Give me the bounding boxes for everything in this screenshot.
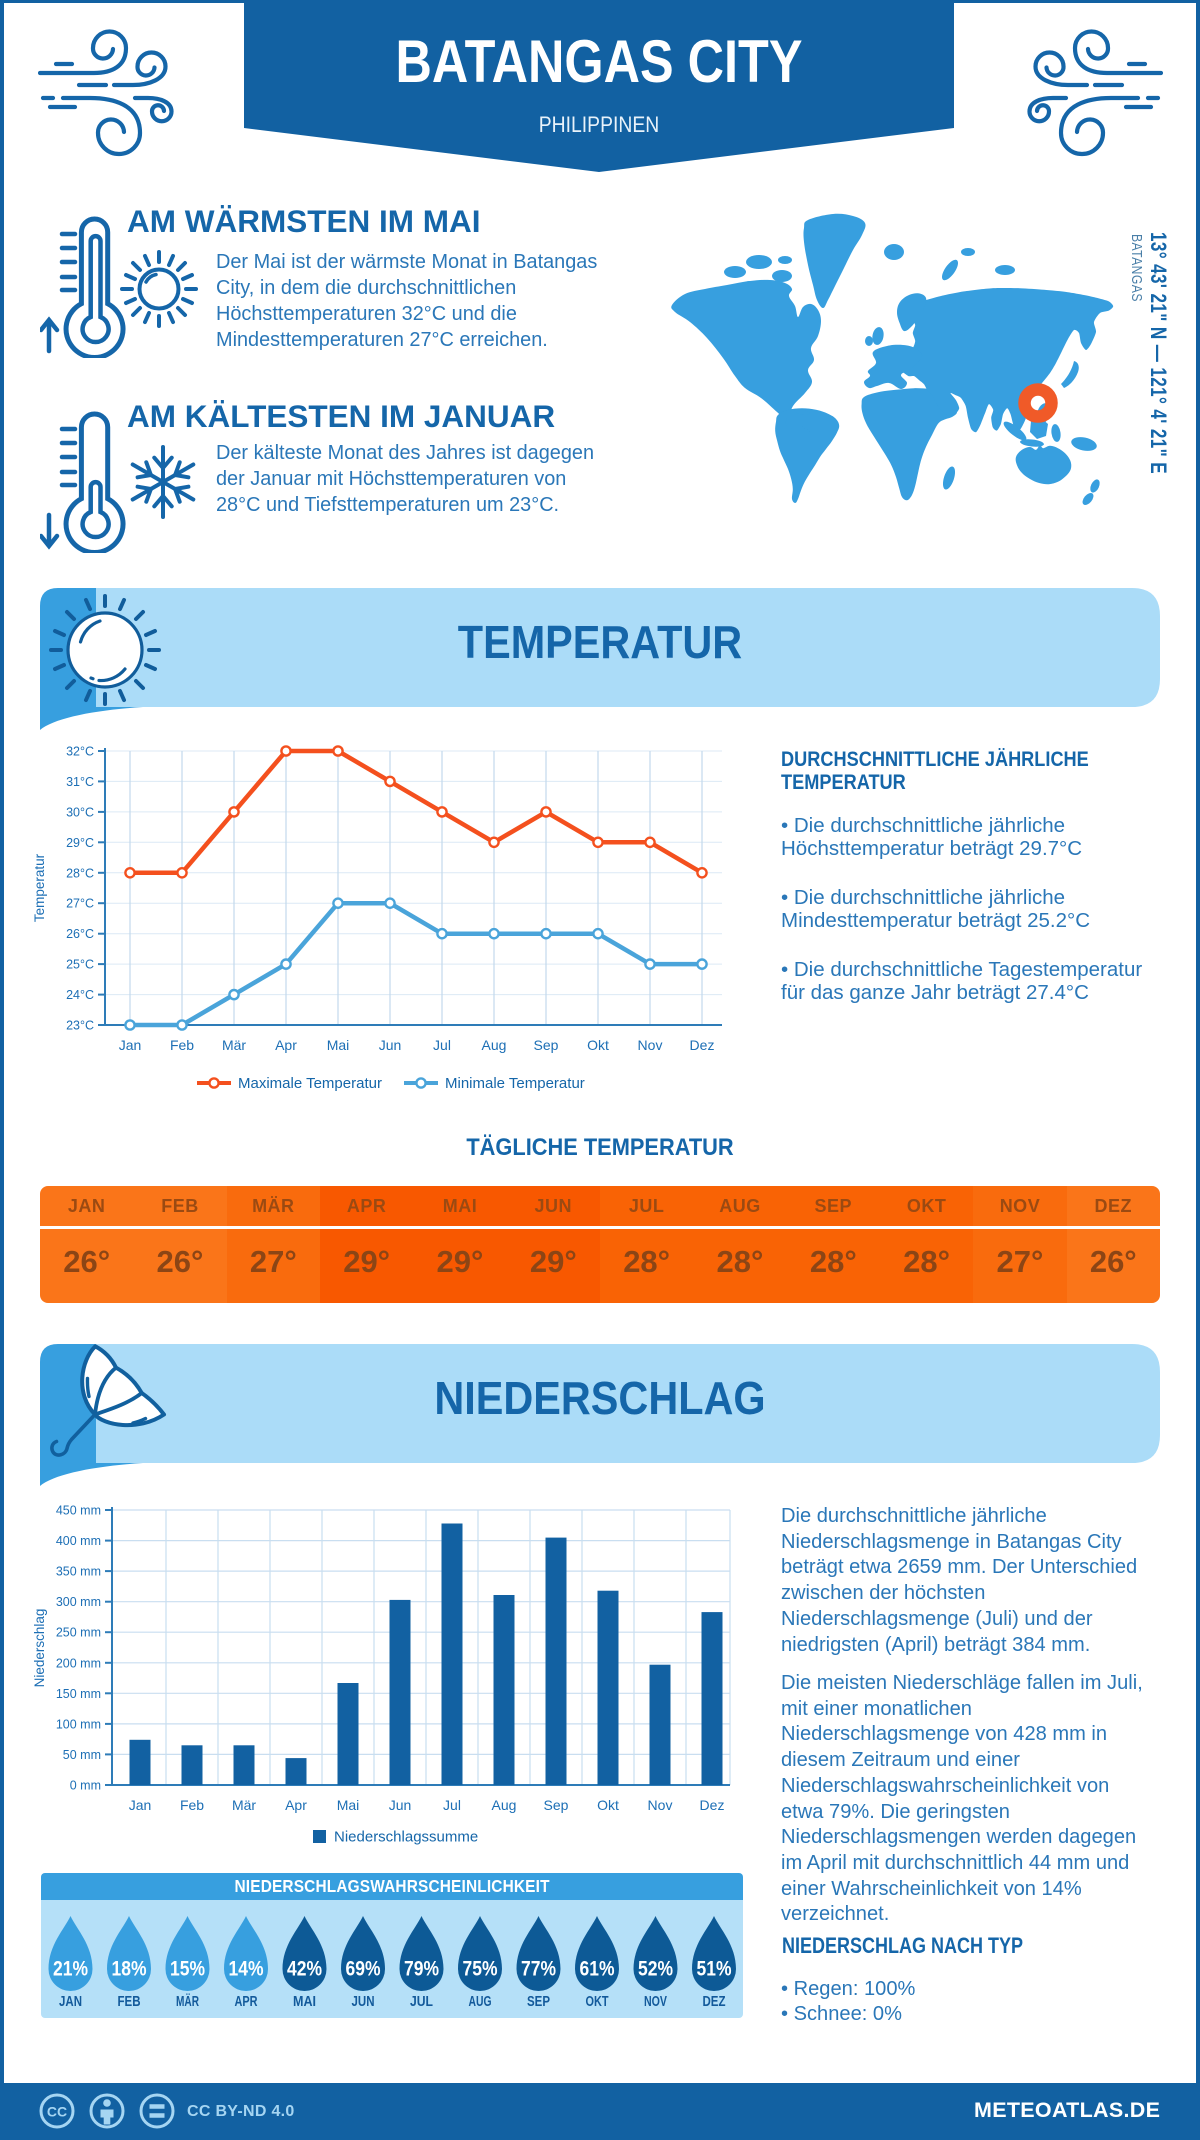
- svg-text:26°C: 26°C: [66, 927, 94, 941]
- svg-text:MAI: MAI: [293, 1994, 316, 2010]
- svg-text:450 mm: 450 mm: [56, 1504, 101, 1518]
- svg-text:Maximale Temperatur: Maximale Temperatur: [238, 1075, 382, 1092]
- svg-text:75%: 75%: [463, 1958, 498, 1981]
- svg-text:23°C: 23°C: [66, 1019, 94, 1033]
- svg-text:42%: 42%: [287, 1958, 322, 1981]
- svg-text:DEZ: DEZ: [703, 1994, 726, 2010]
- svg-text:Dez: Dez: [700, 1797, 725, 1813]
- svg-text:Apr: Apr: [285, 1797, 307, 1813]
- svg-text:OKT: OKT: [586, 1994, 609, 2010]
- svg-text:AUG: AUG: [469, 1994, 492, 2010]
- svg-text:400 mm: 400 mm: [56, 1534, 101, 1548]
- svg-text:Nov: Nov: [638, 1037, 663, 1053]
- svg-text:29°C: 29°C: [66, 836, 94, 850]
- svg-text:Temperatur: Temperatur: [32, 853, 47, 922]
- svg-text:Niederschlagssumme: Niederschlagssumme: [334, 1829, 478, 1846]
- svg-text:21%: 21%: [53, 1958, 88, 1981]
- svg-text:61%: 61%: [580, 1958, 615, 1981]
- svg-text:APR: APR: [235, 1994, 258, 2010]
- svg-text:FEB: FEB: [118, 1994, 141, 2010]
- svg-text:JAN: JAN: [59, 1994, 82, 2010]
- svg-text:52%: 52%: [638, 1958, 673, 1981]
- svg-text:Minimale Temperatur: Minimale Temperatur: [445, 1075, 585, 1092]
- svg-text:Feb: Feb: [180, 1797, 204, 1813]
- svg-text:CC: CC: [47, 2104, 67, 2120]
- svg-text:50 mm: 50 mm: [63, 1748, 101, 1762]
- svg-text:31°C: 31°C: [66, 775, 94, 789]
- svg-text:14%: 14%: [229, 1958, 264, 1981]
- svg-text:Aug: Aug: [492, 1797, 517, 1813]
- svg-text:NOV: NOV: [644, 1994, 667, 2010]
- svg-text:Sep: Sep: [544, 1797, 569, 1813]
- svg-text:79%: 79%: [404, 1958, 439, 1981]
- svg-text:Aug: Aug: [482, 1037, 507, 1053]
- svg-text:Niederschlag: Niederschlag: [32, 1609, 47, 1688]
- svg-text:Jan: Jan: [129, 1797, 152, 1813]
- svg-text:JUL: JUL: [410, 1994, 433, 2010]
- svg-text:Sep: Sep: [534, 1037, 559, 1053]
- svg-text:SEP: SEP: [527, 1994, 550, 2010]
- svg-text:Jun: Jun: [379, 1037, 402, 1053]
- svg-text:27°C: 27°C: [66, 897, 94, 911]
- svg-text:30°C: 30°C: [66, 805, 94, 819]
- svg-text:51%: 51%: [697, 1958, 732, 1981]
- svg-text:69%: 69%: [346, 1958, 381, 1981]
- svg-text:Mai: Mai: [337, 1797, 360, 1813]
- svg-text:Okt: Okt: [587, 1037, 609, 1053]
- svg-text:250 mm: 250 mm: [56, 1626, 101, 1640]
- svg-text:Mär: Mär: [232, 1797, 256, 1813]
- svg-text:350 mm: 350 mm: [56, 1565, 101, 1579]
- svg-text:MÄR: MÄR: [176, 1993, 199, 2010]
- svg-text:Okt: Okt: [597, 1797, 619, 1813]
- svg-text:Nov: Nov: [648, 1797, 673, 1813]
- svg-text:Jul: Jul: [433, 1037, 451, 1053]
- svg-text:Jan: Jan: [119, 1037, 142, 1053]
- svg-text:300 mm: 300 mm: [56, 1595, 101, 1609]
- svg-text:150 mm: 150 mm: [56, 1687, 101, 1701]
- svg-text:Jul: Jul: [443, 1797, 461, 1813]
- svg-text:Jun: Jun: [389, 1797, 412, 1813]
- svg-text:32°C: 32°C: [66, 745, 94, 759]
- svg-text:0 mm: 0 mm: [70, 1779, 101, 1793]
- svg-text:Dez: Dez: [690, 1037, 715, 1053]
- svg-text:Feb: Feb: [170, 1037, 194, 1053]
- svg-text:Mai: Mai: [327, 1037, 350, 1053]
- svg-text:100 mm: 100 mm: [56, 1717, 101, 1731]
- svg-text:Mär: Mär: [222, 1037, 246, 1053]
- svg-text:25°C: 25°C: [66, 958, 94, 972]
- svg-text:200 mm: 200 mm: [56, 1656, 101, 1670]
- svg-text:Apr: Apr: [275, 1037, 297, 1053]
- svg-text:18%: 18%: [112, 1958, 147, 1981]
- svg-text:77%: 77%: [521, 1958, 556, 1981]
- svg-text:24°C: 24°C: [66, 988, 94, 1002]
- svg-text:28°C: 28°C: [66, 866, 94, 880]
- svg-text:15%: 15%: [170, 1958, 205, 1981]
- svg-text:JUN: JUN: [352, 1994, 375, 2010]
